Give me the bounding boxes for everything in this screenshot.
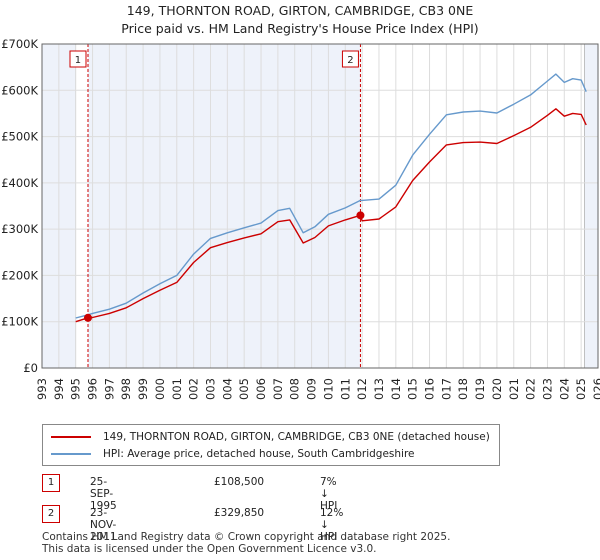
x-tick-label: 2005 (237, 378, 251, 400)
x-tick-label: 1994 (52, 378, 66, 400)
x-tick-label: 2024 (557, 378, 571, 400)
sale-label: 1 (75, 55, 81, 66)
x-tick-label: 2023 (540, 378, 554, 400)
x-tick-label: 2002 (187, 378, 201, 400)
chart-title: 149, THORNTON ROAD, GIRTON, CAMBRIDGE, C… (126, 3, 474, 18)
x-tick-label: 2026 (591, 378, 600, 400)
y-tick-label: £600K (1, 83, 38, 97)
sale-label: 2 (347, 55, 353, 66)
series-line (75, 73, 587, 319)
sale-point (83, 313, 92, 322)
x-tick-label: 2022 (524, 378, 538, 400)
x-tick-label: 2003 (203, 378, 217, 400)
transaction-hpi-diff: 12% ↓ HPI (320, 507, 344, 543)
sale-label-box (341, 50, 359, 68)
sale-label-box (69, 50, 87, 68)
x-tick-label: 2015 (406, 378, 420, 400)
x-tick-label: 2012 (355, 378, 369, 400)
x-tick-label: 2017 (439, 378, 453, 400)
x-tick-label: 2019 (473, 378, 487, 400)
transaction-hpi-diff: 7% ↓ HPI (320, 476, 338, 512)
shaded-region (584, 44, 598, 368)
x-tick-label: 2009 (305, 378, 319, 400)
y-tick-label: £400K (1, 176, 38, 190)
y-tick-label: £300K (1, 222, 38, 236)
price-chart: £0 £100K £200K £300K £400K £500K £600K £700K 199… (1, 37, 600, 400)
x-tick-label: 2010 (321, 378, 335, 400)
series-line (75, 108, 587, 323)
y-tick-label: £200K (1, 268, 38, 282)
x-tick-label: 1993 (35, 378, 49, 400)
legend-label-hpi: HPI: Average price, detached house, Sout… (103, 448, 415, 460)
y-tick-label: £100K (1, 315, 38, 329)
x-tick-label: 2001 (170, 378, 184, 400)
y-tick-label: £0 (23, 361, 38, 375)
footer-copyright: Contains HM Land Registry data © Crown c… (42, 531, 451, 543)
x-tick-label: 2018 (456, 378, 470, 400)
x-tick-label: 2014 (389, 378, 403, 400)
transaction-marker: 1 (42, 474, 60, 492)
chart-legend: 149, THORNTON ROAD, GIRTON, CAMBRIDGE, C… (42, 424, 500, 466)
legend-item-hpi: HPI: Average price, detached house, Sout… (51, 446, 415, 462)
x-tick-label: 2011 (338, 378, 352, 400)
y-tick-label: £700K (1, 37, 38, 51)
x-tick-label: 2025 (574, 378, 588, 400)
x-tick-label: 1996 (86, 378, 100, 400)
x-tick-label: 1999 (136, 378, 150, 400)
x-tick-label: 2021 (507, 378, 521, 400)
x-tick-label: 1995 (69, 378, 83, 400)
plot-border (41, 43, 599, 369)
x-tick-label: 2007 (271, 378, 285, 400)
legend-item-property: 149, THORNTON ROAD, GIRTON, CAMBRIDGE, C… (51, 429, 490, 445)
transaction-price: £329,850 (214, 507, 265, 519)
transaction-date: 25-SEP-1995 (90, 476, 117, 512)
legend-swatch-blue (51, 453, 91, 455)
transaction-marker: 2 (42, 505, 60, 523)
x-tick-label: 2000 (153, 378, 167, 400)
x-tick-label: 2016 (423, 378, 437, 400)
legend-label-property: 149, THORNTON ROAD, GIRTON, CAMBRIDGE, C… (103, 431, 490, 443)
x-tick-label: 2004 (220, 378, 234, 400)
x-tick-label: 1998 (119, 378, 133, 400)
x-tick-label: 2013 (372, 378, 386, 400)
x-tick-label: 2008 (288, 378, 302, 400)
x-tick-label: 1997 (102, 378, 116, 400)
sale-point (356, 211, 365, 220)
chart-subtitle: Price paid vs. HM Land Registry's House … (121, 21, 479, 36)
legend-swatch-red (51, 436, 91, 438)
transaction-price: £108,500 (214, 476, 265, 488)
shaded-region (87, 44, 361, 368)
x-tick-label: 2006 (254, 378, 268, 400)
transaction-date: 23-NOV-2011 (90, 507, 117, 543)
footer-license: This data is licensed under the Open Gov… (42, 543, 377, 555)
x-tick-label: 2020 (490, 378, 504, 400)
y-tick-label: £500K (1, 130, 38, 144)
